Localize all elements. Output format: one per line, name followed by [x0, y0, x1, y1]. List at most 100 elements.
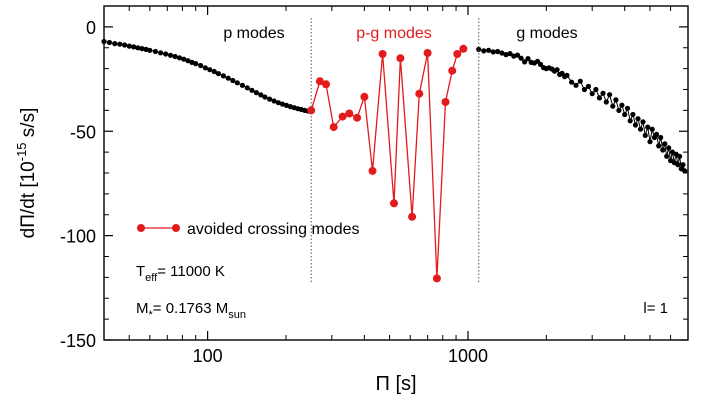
- series-2-point: [490, 49, 496, 55]
- series-0-point: [147, 47, 153, 53]
- series-0-point: [193, 61, 199, 67]
- series-0-point: [279, 101, 286, 107]
- series-2-point: [624, 105, 631, 111]
- series-0-point: [211, 68, 217, 75]
- series-1-point: [368, 166, 377, 175]
- series-2-point: [662, 141, 668, 147]
- series-2-point: [640, 119, 646, 125]
- series-0-point: [267, 96, 273, 102]
- series-0-point: [220, 73, 226, 79]
- series-1-point: [432, 274, 441, 283]
- series-2-point: [635, 116, 641, 122]
- series-1-point: [390, 199, 398, 208]
- series-2-point: [682, 168, 688, 174]
- series-0-point: [258, 92, 264, 98]
- series-layer: [101, 38, 688, 283]
- series-2-line: [478, 48, 686, 172]
- series-0-point: [234, 80, 240, 86]
- series-2-point: [664, 153, 670, 159]
- series-0-point: [152, 48, 158, 55]
- series-2-point: [647, 139, 653, 145]
- region-boundaries: [310, 18, 480, 282]
- series-0-point: [230, 77, 236, 84]
- series-2-point: [645, 124, 651, 130]
- series-2-point: [600, 90, 606, 96]
- mass-annotation: M*= 0.1763 Msun: [136, 300, 246, 321]
- series-2-point: [630, 111, 636, 118]
- region-label-p: p modes: [223, 25, 284, 42]
- y-tick-label: -50: [70, 122, 96, 142]
- region-label-pg: p-g modes: [356, 25, 432, 42]
- series-0-point: [122, 42, 128, 48]
- y-tick-label: -100: [60, 227, 96, 247]
- series-2-point: [616, 107, 622, 113]
- series-0-point: [215, 71, 221, 77]
- series-2-point: [613, 97, 619, 103]
- series-0-point: [112, 41, 118, 47]
- series-2-point: [593, 86, 599, 93]
- series-0-point: [262, 94, 268, 100]
- series-2-point: [656, 143, 662, 149]
- series-2-point: [525, 56, 531, 62]
- series-2-point: [675, 162, 681, 168]
- series-0-point: [139, 46, 145, 52]
- series-2-point: [637, 126, 644, 132]
- x-tick-label: 1000: [448, 346, 488, 366]
- series-1-point: [345, 109, 354, 118]
- x-axis-label: Π [s]: [375, 373, 416, 395]
- series-0-point: [185, 58, 191, 64]
- series-0-point: [275, 100, 281, 106]
- series-0-point: [176, 55, 183, 61]
- series-0-point: [239, 82, 245, 88]
- series-2-point: [522, 59, 528, 65]
- l-annotation: l= 1: [643, 300, 668, 317]
- series-2-point: [653, 131, 660, 137]
- series-2-point: [666, 145, 672, 151]
- series-1-point: [322, 80, 330, 89]
- series-2-point: [627, 118, 633, 124]
- series-2-point: [596, 95, 603, 101]
- series-0-point: [131, 44, 137, 50]
- series-1-point: [396, 54, 405, 63]
- series-2-point: [507, 51, 513, 57]
- series-0-point: [158, 50, 164, 56]
- series-2-point: [503, 52, 509, 58]
- series-2-point: [632, 122, 639, 128]
- series-1-point: [441, 98, 450, 106]
- series-1-point: [329, 123, 338, 132]
- series-1-point: [408, 212, 417, 221]
- series-2-point: [622, 111, 628, 118]
- series-1-point: [448, 66, 457, 75]
- series-0-point: [207, 67, 213, 73]
- series-2-point: [499, 50, 505, 56]
- series-1-point: [353, 113, 362, 122]
- series-1-point: [378, 50, 387, 58]
- series-0-point: [225, 75, 231, 81]
- series-0-point: [271, 98, 277, 104]
- series-2-point: [486, 47, 492, 53]
- teff-annotation: Teff= 11000 K: [136, 263, 225, 284]
- series-2-point: [642, 132, 648, 138]
- series-1-point: [315, 77, 324, 86]
- series-2-point: [610, 103, 616, 109]
- series-2-point: [658, 134, 664, 141]
- legend-marker-right: [172, 224, 180, 232]
- series-1-point: [360, 92, 369, 101]
- series-0-point: [253, 90, 259, 96]
- series-1-point: [453, 50, 462, 58]
- series-2-point: [607, 92, 613, 98]
- y-tick-label: -150: [60, 331, 96, 351]
- series-2-point: [554, 67, 560, 73]
- series-2-point: [569, 79, 575, 85]
- legend-label: avoided crossing modes: [187, 221, 360, 238]
- series-0-point: [117, 41, 123, 47]
- series-0-point: [244, 85, 250, 91]
- series-0-point: [106, 39, 113, 46]
- series-1-point: [459, 44, 468, 53]
- series-0-point: [249, 87, 255, 93]
- series-0-point: [198, 62, 204, 69]
- y-tick-label: 0: [86, 18, 96, 38]
- axis-ticks: 100 1000 -150 -100 -50 0: [60, 5, 688, 366]
- series-2-point: [660, 147, 666, 153]
- series-2-point: [585, 83, 592, 89]
